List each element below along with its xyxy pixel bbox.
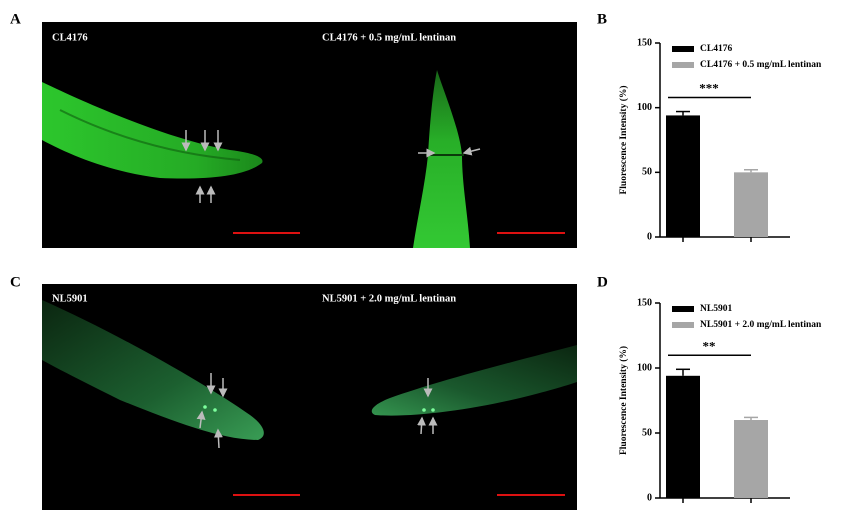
caption: NL5901 + 2.0 mg/mL lentinan xyxy=(322,293,456,304)
legend-label: CL4176 + 0.5 mg/mL lentinan xyxy=(700,60,822,70)
y-tick-label: 0 xyxy=(647,231,652,242)
bar xyxy=(734,420,768,498)
y-tick-label: 50 xyxy=(642,167,652,178)
caption: NL5901 xyxy=(52,293,88,304)
panel-label: D xyxy=(597,274,608,290)
micrograph-a: CL4176 CL4176 + 0.5 mg/mL lentinan xyxy=(42,22,577,248)
panel-label: B xyxy=(597,11,607,27)
significance-label: ** xyxy=(703,338,716,353)
y-tick-label: 150 xyxy=(637,297,652,308)
legend-swatch xyxy=(672,46,694,52)
panel-label: C xyxy=(10,274,21,290)
bar xyxy=(666,115,700,237)
y-tick-label: 150 xyxy=(637,37,652,48)
y-tick-label: 100 xyxy=(637,102,652,113)
micrograph-c: NL5901 NL5901 + 2.0 mg/mL lentinan xyxy=(42,284,577,510)
y-tick-label: 50 xyxy=(642,427,652,438)
y-tick-label: 100 xyxy=(637,362,652,373)
caption: CL4176 xyxy=(52,32,88,43)
legend-swatch xyxy=(672,306,694,312)
legend-label: NL5901 xyxy=(700,304,732,314)
legend-label: CL4176 xyxy=(700,44,732,54)
legend-swatch xyxy=(672,322,694,328)
y-axis-label: Fluorescence Intensity (%) xyxy=(618,85,629,194)
y-axis-label: Fluorescence Intensity (%) xyxy=(618,346,629,455)
y-tick-label: 0 xyxy=(647,492,652,503)
panel-label: A xyxy=(10,11,21,27)
bar xyxy=(734,172,768,237)
bar xyxy=(666,375,700,498)
caption: CL4176 + 0.5 mg/mL lentinan xyxy=(322,32,456,43)
legend-swatch xyxy=(672,62,694,68)
legend-label: NL5901 + 2.0 mg/mL lentinan xyxy=(700,320,822,330)
significance-label: *** xyxy=(699,81,719,96)
